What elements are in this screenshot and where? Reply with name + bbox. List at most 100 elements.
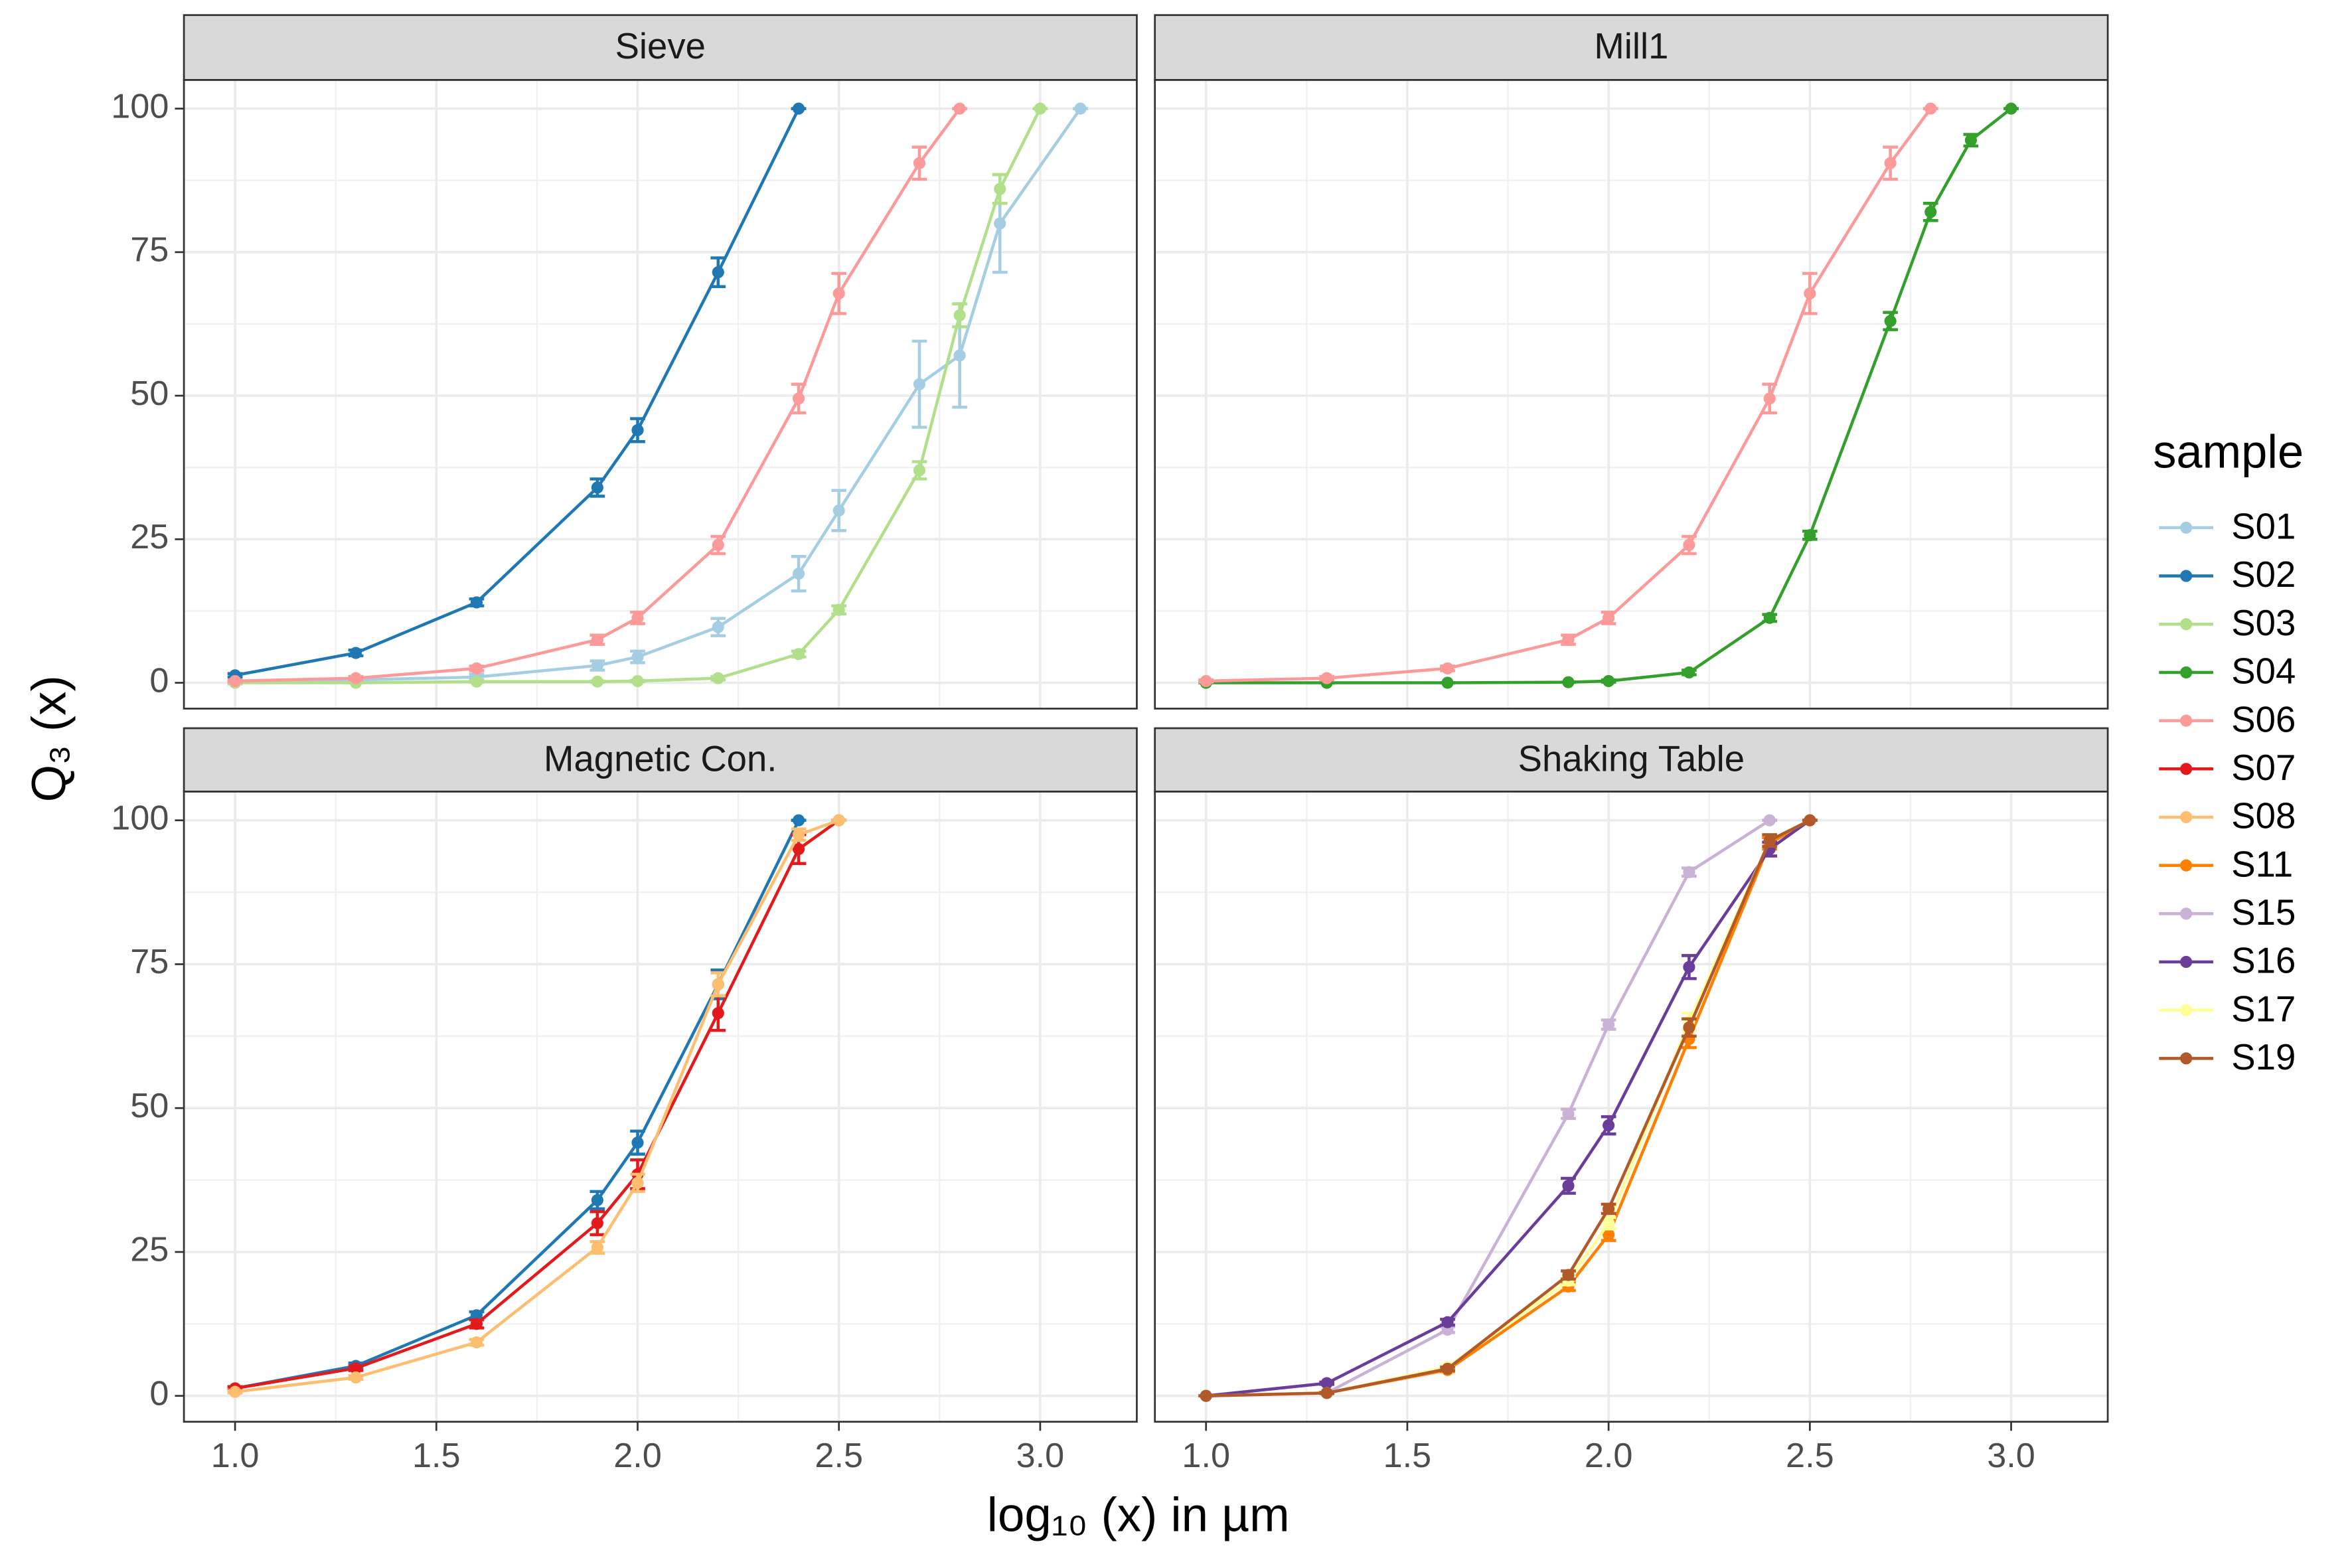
point — [591, 1194, 603, 1206]
series-line — [234, 819, 840, 1393]
point — [1562, 633, 1575, 646]
point — [1603, 611, 1615, 624]
point — [349, 672, 362, 684]
x-tick-label: 3.0 — [1987, 1437, 2035, 1475]
point — [349, 1371, 362, 1384]
point — [832, 504, 845, 517]
point — [913, 157, 926, 169]
y-tick-label: 100 — [111, 799, 169, 838]
series-line — [1206, 108, 1932, 683]
point — [1763, 814, 1776, 826]
panel-background — [184, 80, 1137, 709]
legend-swatch — [2180, 714, 2193, 727]
point — [712, 672, 724, 684]
point — [792, 102, 805, 115]
point — [1034, 102, 1046, 115]
point — [631, 1176, 644, 1189]
point — [913, 464, 926, 477]
point — [1603, 1217, 1615, 1229]
x-tick-label: 2.0 — [613, 1437, 662, 1475]
strip — [1154, 727, 2109, 793]
point — [1924, 206, 1937, 218]
x-tick-label: 2.0 — [1585, 1437, 1633, 1475]
x-tick-label: 3.0 — [1016, 1437, 1065, 1475]
x-axis-label: log₁₀ (x) in µm — [987, 1488, 1290, 1541]
point — [1884, 315, 1897, 327]
point — [1763, 392, 1776, 405]
y-tick-label: 100 — [111, 87, 169, 125]
point — [1200, 1389, 1212, 1402]
facet-title: Magnetic Con. — [544, 738, 777, 779]
point — [792, 814, 805, 826]
point — [1804, 287, 1816, 300]
point — [1683, 866, 1695, 878]
point — [994, 217, 1006, 230]
legend-label: S07 — [2231, 747, 2296, 788]
series-line — [235, 108, 1042, 684]
y-axis-label: Q₃ (x) — [23, 675, 76, 802]
point — [591, 1217, 603, 1229]
legend-label: S02 — [2231, 554, 2296, 595]
point — [1441, 1362, 1454, 1375]
legend-label: S11 — [2231, 844, 2293, 884]
point — [792, 568, 805, 580]
point — [229, 674, 242, 688]
point — [631, 651, 644, 663]
point — [1804, 529, 1816, 542]
legend-title: sample — [2153, 425, 2304, 477]
legend-swatch — [2180, 907, 2193, 920]
point — [1320, 672, 1333, 684]
legend-swatch — [2180, 811, 2193, 824]
facet-title: Mill1 — [1594, 26, 1668, 66]
point — [2005, 102, 2017, 115]
legend-swatch — [2180, 955, 2193, 969]
legend-label: S08 — [2231, 796, 2296, 836]
point — [832, 287, 845, 300]
point — [792, 828, 805, 841]
point — [1603, 1018, 1615, 1031]
point — [792, 392, 805, 405]
legend-label: S01 — [2231, 507, 2296, 547]
point — [994, 183, 1006, 195]
point — [1320, 1377, 1333, 1389]
y-tick-label: 75 — [130, 943, 169, 981]
x-tick-label: 2.5 — [1786, 1437, 1834, 1475]
point — [1562, 1269, 1575, 1281]
legend-swatch — [2180, 859, 2193, 872]
series-line — [1206, 107, 2012, 684]
point — [1804, 814, 1816, 826]
point — [1441, 662, 1454, 674]
y-tick-label: 0 — [149, 661, 169, 700]
point — [631, 674, 644, 688]
panel-background — [1154, 791, 2108, 1422]
panel-background — [1154, 80, 2108, 709]
x-tick-label: 2.5 — [815, 1437, 863, 1475]
point — [1200, 674, 1212, 688]
y-tick-label: 0 — [149, 1374, 169, 1413]
point — [1763, 834, 1776, 847]
y-tick-label: 25 — [130, 1231, 169, 1269]
point — [1603, 1228, 1615, 1241]
point — [1884, 157, 1897, 169]
strip — [1154, 14, 2109, 81]
point — [1074, 102, 1087, 115]
point — [1603, 1202, 1615, 1215]
strip — [183, 727, 1138, 793]
legend-label: S06 — [2231, 699, 2296, 740]
series-line — [234, 819, 840, 1390]
legend-label: S16 — [2231, 941, 2296, 981]
point — [832, 814, 845, 826]
strip — [183, 14, 1138, 81]
point — [953, 309, 966, 322]
point — [349, 647, 362, 659]
y-tick-label: 25 — [130, 518, 169, 556]
x-tick-label: 1.5 — [1383, 1437, 1432, 1475]
point — [792, 648, 805, 661]
point — [1562, 1180, 1575, 1192]
panel-background — [184, 791, 1137, 1422]
point — [591, 481, 603, 494]
legend-label: S03 — [2231, 603, 2296, 643]
x-tick-label: 1.0 — [1182, 1437, 1230, 1475]
point — [470, 662, 483, 674]
